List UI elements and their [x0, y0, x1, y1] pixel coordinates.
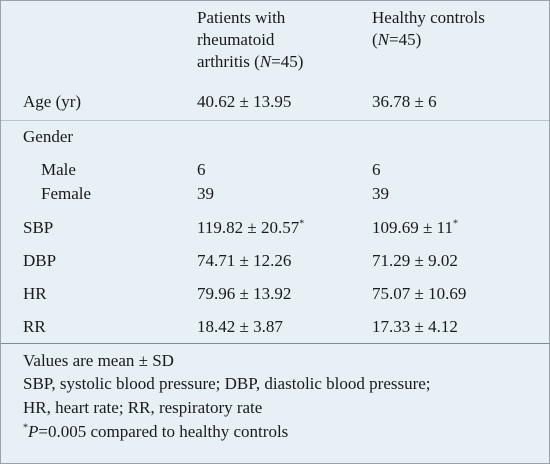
row-sbp-label: SBP: [23, 218, 54, 237]
header-patients-line1: Patients with: [197, 8, 286, 27]
row-dbp-controls: 71.29 ± 9.02: [372, 251, 458, 270]
table-body: [1, 83, 549, 342]
footnote-abbrev-1: SBP, systolic blood pressure; DBP, diast…: [23, 374, 431, 393]
row-male-controls: 6: [372, 160, 381, 179]
header-controls: Healthy controls (N=45): [372, 7, 485, 51]
table-header: Patients with rheumatoid arthritis (N=45…: [1, 1, 549, 83]
header-controls-line2: (N=45): [372, 30, 422, 49]
header-patients-line2: rheumatoid: [197, 30, 275, 49]
row-female-controls: 39: [372, 184, 389, 203]
footnote-mean-sd: Values are mean ± SD: [23, 351, 174, 370]
row-age-label: Age (yr): [23, 92, 82, 111]
row-dbp-label: DBP: [23, 251, 57, 270]
header-patients: Patients with rheumatoid arthritis (N=45…: [197, 7, 303, 73]
row-sbp-controls: 109.69 ± 11*: [372, 218, 458, 237]
row-age-controls: 36.78 ± 6: [372, 92, 437, 111]
row-male-patients: 6: [197, 160, 206, 179]
row-age-patients: 40.62 ± 13.95: [197, 92, 292, 111]
row-hr-label: HR: [23, 284, 47, 303]
row-sbp-patients: 119.82 ± 20.57*: [197, 218, 305, 237]
row-female-label: Female: [41, 184, 92, 203]
footnote-abbrev-2: HR, heart rate; RR, respiratory rate: [23, 398, 263, 417]
footnote-significance: *P=0.005 compared to healthy controls: [23, 422, 289, 441]
row-hr-patients: 79.96 ± 13.92: [197, 284, 292, 303]
row-hr-controls: 75.07 ± 10.69: [372, 284, 467, 303]
row-gender-label: Gender: [23, 127, 74, 146]
row-rr-label: RR: [23, 317, 46, 336]
row-male-label: Male: [41, 160, 76, 179]
row-rr-controls: 17.33 ± 4.12: [372, 317, 458, 336]
row-rr-patients: 18.42 ± 3.87: [197, 317, 283, 336]
header-patients-line3: arthritis (N=45): [197, 52, 304, 71]
footer-divider: [1, 343, 549, 344]
row-dbp-patients: 74.71 ± 12.26: [197, 251, 292, 270]
header-controls-line1: Healthy controls: [372, 8, 485, 27]
row-female-patients: 39: [197, 184, 214, 203]
row-divider: [1, 120, 549, 121]
